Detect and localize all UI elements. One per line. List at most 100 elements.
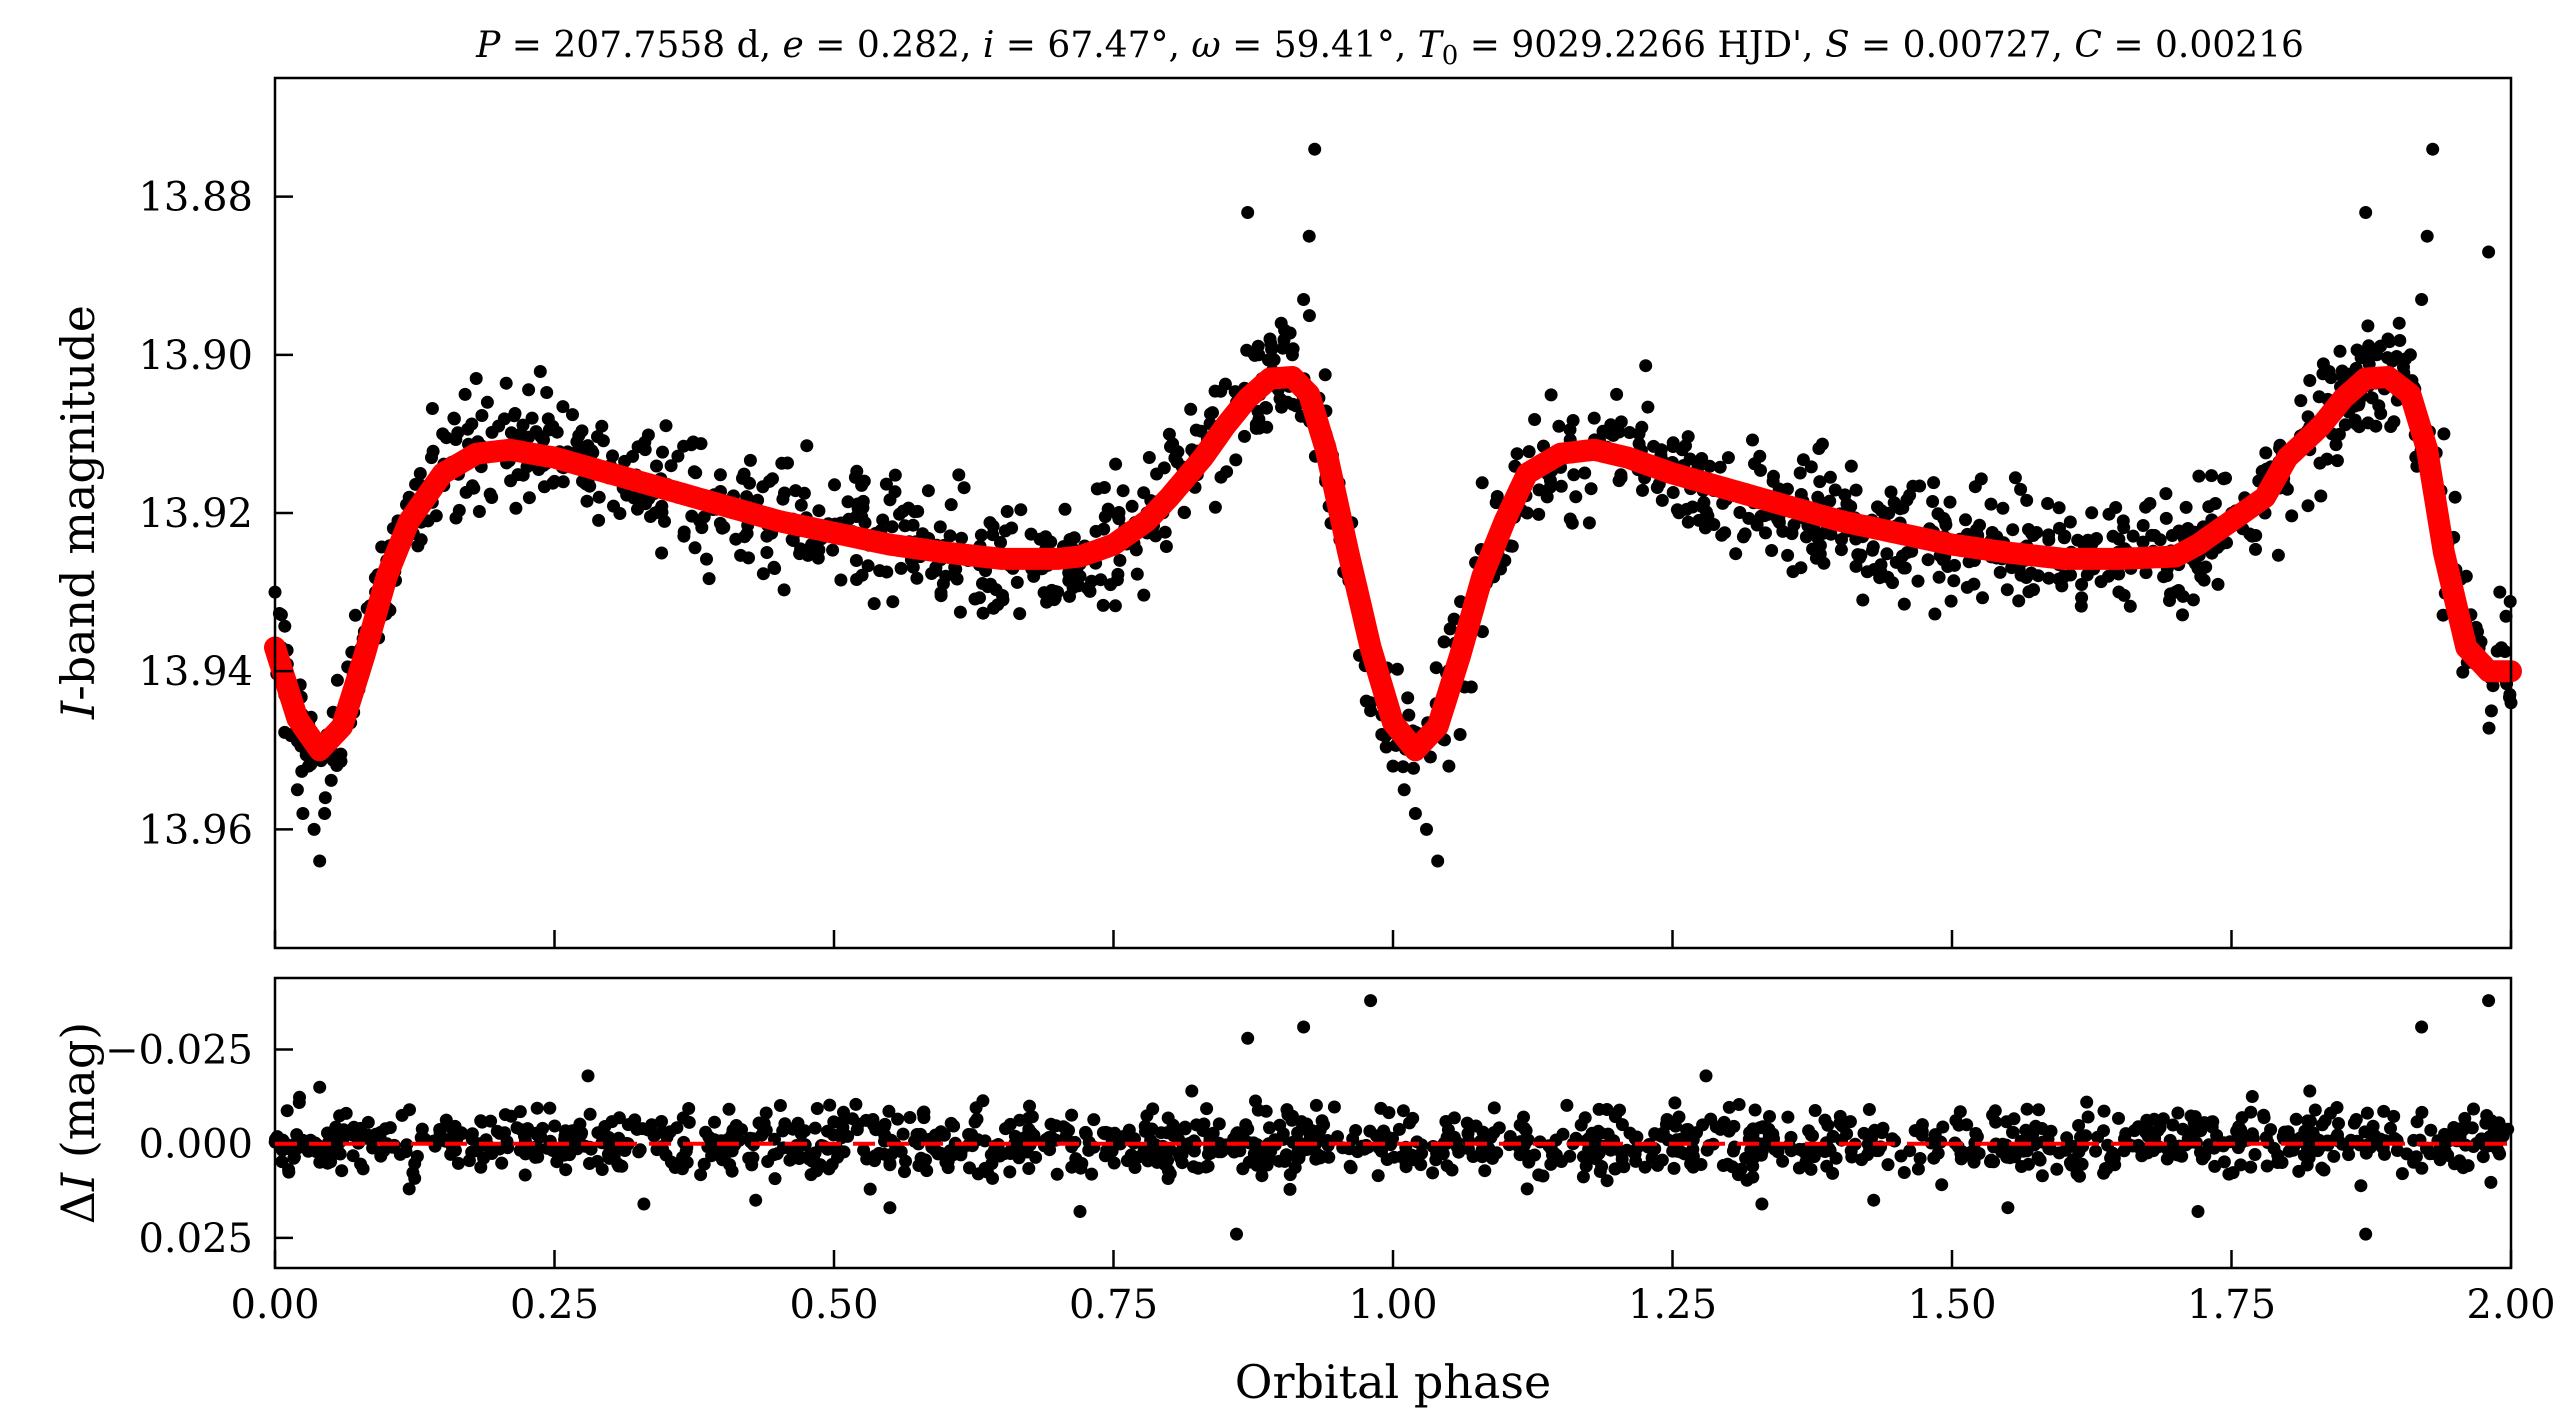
observation-point — [1860, 565, 1874, 579]
observation-point — [659, 419, 673, 433]
observation-point — [1528, 413, 1542, 426]
observation-point — [1543, 480, 1557, 494]
residual-point — [825, 1157, 839, 1171]
observation-point — [1614, 415, 1628, 429]
residual-point — [2194, 1145, 2207, 1159]
residual-point — [1528, 1148, 1542, 1162]
residual-point — [1122, 1123, 1136, 1137]
observation-point — [943, 529, 957, 543]
observation-point — [522, 491, 536, 505]
residual-point — [806, 1154, 819, 1168]
residual-point — [356, 1162, 370, 1176]
residual-point — [1158, 1157, 1172, 1171]
residual-point — [1513, 1148, 1527, 1162]
residual-point — [2264, 1123, 2278, 1137]
observation-point — [1948, 558, 1961, 572]
residual-point — [1212, 1117, 1226, 1131]
observation-point — [375, 540, 389, 554]
residual-y-tick-label: −0.025 — [105, 1028, 253, 1074]
title-inclination-value: = 67.47°, — [994, 25, 1191, 66]
title-omega-symbol: ω — [1191, 25, 1220, 66]
residual-point — [2043, 1142, 2057, 1156]
residual-point — [1141, 1144, 1155, 1158]
observation-point — [1220, 465, 1234, 479]
residual-point — [1954, 1147, 1968, 1161]
residual-point — [2072, 1119, 2086, 1132]
residual-point — [1096, 1126, 1110, 1140]
observation-point — [1866, 540, 1880, 554]
observation-point — [2493, 585, 2507, 599]
observation-point — [2071, 533, 2085, 547]
observation-point — [743, 453, 757, 467]
residual-point — [2276, 1130, 2290, 1144]
residual-point — [968, 1115, 982, 1129]
residual-point — [275, 1155, 289, 1169]
observation-point — [921, 484, 935, 498]
title-s-value: = 0.00727, — [1850, 25, 2075, 66]
residuals-panel: −0.025 0.000 0.025 0.00 0.25 0.50 0.75 1.00 1.2… — [51, 976, 2556, 1328]
observation-point — [425, 402, 439, 415]
residual-point — [400, 1138, 414, 1152]
residual-point — [510, 1121, 524, 1135]
residual-point — [2020, 1144, 2034, 1158]
observation-point — [2459, 569, 2473, 583]
observation-point — [1273, 392, 1287, 406]
observation-point — [677, 529, 691, 543]
residual-point — [1490, 1146, 1504, 1160]
observation-point — [1401, 691, 1415, 705]
residual-point — [2301, 1144, 2314, 1158]
observation-point — [756, 480, 770, 494]
residual-point — [559, 1163, 573, 1177]
observation-point — [867, 597, 881, 611]
observation-point — [1302, 309, 1316, 323]
residual-point — [408, 1171, 422, 1185]
observation-point — [939, 569, 953, 583]
observation-point — [2123, 599, 2137, 613]
bottom-y-axis-label-delta: Δ — [51, 1191, 105, 1224]
residual-point — [1746, 1128, 1760, 1142]
residual-point — [761, 1155, 775, 1168]
observation-point — [1402, 708, 1416, 722]
residual-point — [793, 1150, 806, 1164]
residual-point — [570, 1142, 584, 1156]
residual-point — [1871, 1144, 1885, 1158]
residual-point — [1609, 1162, 1623, 1176]
observation-point — [1758, 509, 1772, 523]
residual-point — [2153, 1121, 2167, 1135]
title-c-symbol: C — [2074, 25, 2102, 66]
observation-point — [296, 807, 310, 820]
observation-point — [290, 783, 304, 797]
observation-point — [1976, 591, 1989, 605]
residual-point — [2407, 1133, 2421, 1147]
observation-point — [595, 419, 609, 433]
residual-point — [2367, 1128, 2381, 1142]
observation-point — [949, 562, 963, 576]
observation-point — [1823, 494, 1837, 508]
residual-point — [2496, 1129, 2510, 1143]
residual-point — [2286, 1143, 2300, 1157]
residual-point — [2275, 1156, 2289, 1169]
residual-point — [2480, 1109, 2494, 1122]
observation-point — [1051, 585, 1065, 599]
observation-point — [2102, 569, 2115, 583]
residual-point — [835, 1131, 849, 1145]
y-tick-label: 13.94 — [138, 649, 253, 695]
observation-point — [2352, 420, 2366, 434]
observation-point — [2336, 370, 2350, 384]
observation-point — [1703, 459, 1717, 473]
observation-point — [1024, 527, 1038, 541]
observation-point — [2063, 515, 2077, 529]
residual-point — [572, 1124, 586, 1138]
observation-point — [1566, 414, 1580, 427]
observation-point — [1544, 388, 1558, 402]
observation-point — [1849, 483, 1863, 497]
title-s-symbol: S — [1825, 25, 1850, 66]
residual-point — [498, 1108, 512, 1122]
observation-point — [1928, 607, 1942, 621]
x-axis-label: Orbital phase — [1235, 1355, 1551, 1409]
residual-point — [2257, 1108, 2271, 1122]
residual-point — [2074, 1130, 2087, 1144]
residual-point — [2300, 1158, 2314, 1172]
observation-point — [2000, 583, 2014, 597]
residual-point — [1098, 1149, 1112, 1163]
